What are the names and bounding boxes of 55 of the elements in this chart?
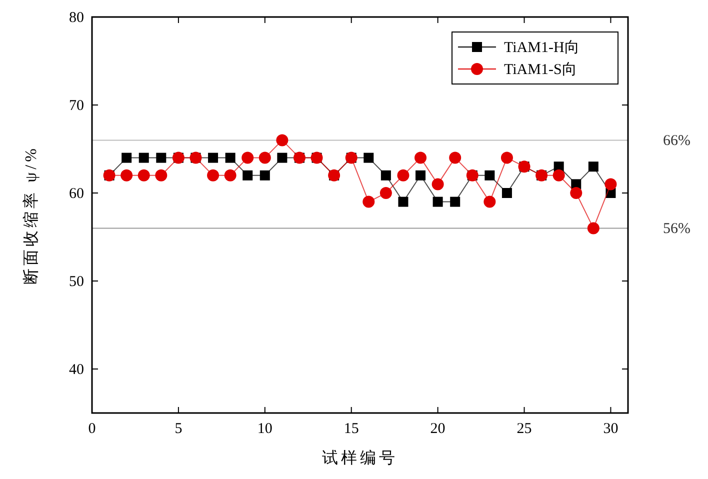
point <box>432 178 444 190</box>
point <box>208 152 218 163</box>
point <box>604 178 617 190</box>
point <box>570 187 582 199</box>
point <box>258 152 271 164</box>
x-tick-label: 10 <box>257 421 272 437</box>
point <box>156 152 166 163</box>
point <box>362 196 375 208</box>
point <box>260 170 270 180</box>
point <box>500 152 513 164</box>
point <box>449 152 462 164</box>
point <box>224 169 236 182</box>
point <box>120 169 133 182</box>
point <box>155 169 168 182</box>
point <box>225 152 236 163</box>
point <box>450 196 460 207</box>
point <box>364 152 374 163</box>
point <box>397 169 410 182</box>
point <box>242 170 253 180</box>
point <box>484 170 495 180</box>
x-tick-label: 25 <box>516 421 532 437</box>
y-axis-title: 断面收缩率 ψ/% <box>22 146 40 284</box>
x-tick-label: 0 <box>88 421 96 437</box>
point <box>122 152 132 163</box>
y-tick-label: 40 <box>69 362 84 378</box>
point <box>552 169 565 182</box>
point <box>276 134 288 146</box>
x-tick-label: 15 <box>344 421 359 437</box>
legend-label: TiAM1-H向 <box>504 39 580 56</box>
point <box>416 170 426 180</box>
x-tick-label: 5 <box>174 421 182 437</box>
ref-line-label: 66% <box>663 133 690 150</box>
point <box>138 152 149 163</box>
point <box>242 152 254 164</box>
point <box>587 222 600 234</box>
y-tick-label: 80 <box>69 10 84 26</box>
point <box>277 152 288 163</box>
y-tick-label: 70 <box>69 98 84 114</box>
point <box>484 196 496 208</box>
x-tick-label: 30 <box>603 421 618 437</box>
x-tick-label: 20 <box>430 421 446 437</box>
y-tick-label: 60 <box>69 186 84 202</box>
point <box>380 187 392 199</box>
y-tick-label: 50 <box>69 274 84 290</box>
ref-line-label: 56% <box>663 221 690 238</box>
legend-label: TiAM1-S向 <box>504 61 577 78</box>
point <box>380 170 391 180</box>
point <box>588 162 598 172</box>
point <box>138 169 150 182</box>
point <box>432 196 443 207</box>
x-axis-title: 试样编号 <box>322 449 398 467</box>
point <box>414 152 427 164</box>
point <box>502 188 512 198</box>
point <box>207 169 220 182</box>
point <box>398 196 408 207</box>
